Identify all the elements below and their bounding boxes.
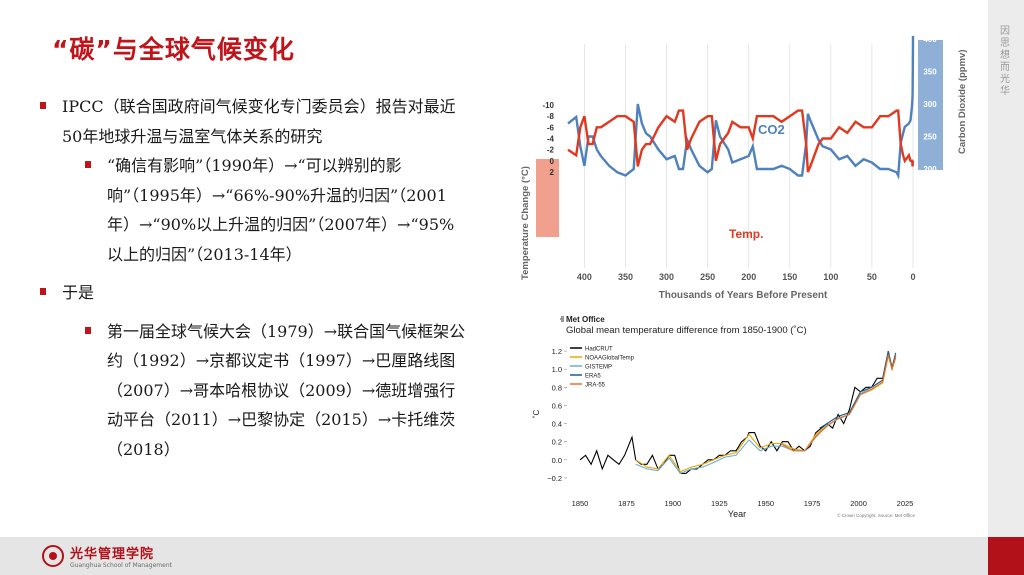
legend-label: NOAAGlobalTemp xyxy=(585,356,635,362)
x-tick-label: 50 xyxy=(867,272,877,282)
x-tick-label: 300 xyxy=(659,272,674,282)
bullet-therefore: 于是 xyxy=(40,278,470,308)
met-office-brand: Met Office xyxy=(566,315,605,324)
sub-bullet-ipcc-timeline: “确信有影响”（1990年）→“可以辨别的影响”（1995年）→“66%-90%… xyxy=(40,151,470,269)
x-tick-label: 100 xyxy=(823,272,838,282)
y-tick-label: 0.8 xyxy=(552,383,562,392)
y-tick-label: 0.0 xyxy=(552,456,562,465)
x-tick-label: 1925 xyxy=(711,499,728,508)
bullet-marker xyxy=(85,161,91,168)
y-tick-label: 1.0 xyxy=(552,365,562,374)
y-left-tick-label: 0 xyxy=(550,157,555,166)
slide-title: “碳”与全球气候变化 xyxy=(52,35,295,64)
y-right-tick-label: 350 xyxy=(923,68,937,77)
y-tick-label: 0.4 xyxy=(552,420,562,429)
right-axis-band xyxy=(918,40,943,170)
school-seal-icon xyxy=(42,545,64,567)
content-text: IPCC（联合国政府间气候变化专门委员会）报告对最近50年地球升温与温室气体关系… xyxy=(40,92,470,464)
co2-annotation: CO2 xyxy=(758,122,785,137)
bullet-ipcc: IPCC（联合国政府间气候变化专门委员会）报告对最近50年地球升温与温室气体关系… xyxy=(40,92,470,151)
bullet-marker xyxy=(85,326,91,334)
temp-series-line xyxy=(567,109,914,173)
y-left-tick-label: -4 xyxy=(547,135,555,144)
y-right-tick-label: 200 xyxy=(923,165,937,174)
legend-label: GISTEMP xyxy=(585,365,612,371)
y-tick-label: 0.6 xyxy=(552,401,562,410)
y-tick-label: 0.2 xyxy=(552,438,562,447)
x-tick-label: 0 xyxy=(910,272,915,282)
y-left-tick-label: 2 xyxy=(550,168,555,177)
x-tick-label: 1850 xyxy=(572,499,589,508)
x-tick-label: 2000 xyxy=(850,499,867,508)
temp-annotation: Temp. xyxy=(729,227,763,241)
series-line-jra-55 xyxy=(780,354,897,452)
met-office-logo: Met Office xyxy=(560,315,605,324)
school-subtitle: Guanghua School of Management xyxy=(70,562,172,569)
bullet-marker xyxy=(40,102,46,109)
school-name: 光华管理学院 xyxy=(70,547,155,562)
x-tick-label: 200 xyxy=(741,272,756,282)
legend-label: JRA-55 xyxy=(585,383,606,389)
y-tick-label: −0.2 xyxy=(547,474,562,483)
bullet-text: 第一届全球气候大会（1979）→联合国气候框架公约（1992）→京都议定书（19… xyxy=(107,321,466,459)
left-axis-band xyxy=(536,159,559,237)
y-right-axis-label: Carbon Dioxide (ppmv) xyxy=(957,49,968,154)
x-tick-label: 1950 xyxy=(757,499,774,508)
right-red-block xyxy=(988,537,1024,575)
y-tick-label: 1.2 xyxy=(552,347,562,356)
x-tick-label: 2025 xyxy=(897,499,914,508)
y-left-axis-label: Temperature Change (°C) xyxy=(520,166,531,280)
x-tick-label: 350 xyxy=(618,272,633,282)
right-side-strip: 因思想而光华 xyxy=(988,0,1024,575)
chart-title: Global mean temperature difference from … xyxy=(566,325,807,336)
x-tick-label: 1875 xyxy=(618,499,635,508)
bullet-text: IPCC（联合国政府间气候变化专门委员会）报告对最近50年地球升温与温室气体关系… xyxy=(62,97,456,146)
y-right-tick-label: 400 xyxy=(923,36,937,44)
bullet-text: “确信有影响”（1990年）→“可以辨别的影响”（1995年）→“66%-90%… xyxy=(107,156,455,264)
school-logo: 光华管理学院 Guanghua School of Management xyxy=(42,543,172,569)
sub-bullet-climate-conferences: 第一届全球气候大会（1979）→联合国气候框架公约（1992）→京都议定书（19… xyxy=(40,317,470,465)
y-left-tick-label: -6 xyxy=(547,123,555,132)
x-tick-label: 150 xyxy=(782,272,797,282)
x-tick-label: 250 xyxy=(700,272,715,282)
co2-series-line xyxy=(567,36,915,180)
footer-bar: 光华管理学院 Guanghua School of Management xyxy=(0,537,988,575)
y-left-tick-label: -2 xyxy=(547,146,555,155)
series-line-hadcrut xyxy=(579,350,897,474)
legend-label: HadCRUT xyxy=(585,347,613,353)
y-axis-label: ˚C xyxy=(532,410,541,419)
x-axis-label: Thousands of Years Before Present xyxy=(659,290,828,301)
y-left-tick-label: -10 xyxy=(542,101,554,110)
x-tick-label: 1975 xyxy=(804,499,821,508)
y-right-tick-label: 250 xyxy=(923,133,937,142)
side-slogan: 因思想而光华 xyxy=(1000,26,1010,97)
series-line-era5 xyxy=(819,350,897,429)
bullet-text: 于是 xyxy=(62,283,95,302)
co2-temperature-chart: 400 350 300 250 200 150 100 50 0 2 0 -2 -4 -6 -8 -10 4… xyxy=(520,36,968,301)
global-temperature-chart: Met Office Global mean temperature diffe… xyxy=(532,315,915,519)
x-tick-label: 400 xyxy=(577,272,592,282)
source-note: © Crown Copyright. Source: Met Office xyxy=(837,512,915,518)
x-axis-label: Year xyxy=(728,509,746,519)
legend-label: ERA5 xyxy=(585,374,601,380)
y-right-tick-label: 300 xyxy=(923,100,937,109)
series-line-noaaglobaltemp xyxy=(635,355,897,473)
y-left-tick-label: -8 xyxy=(547,112,555,121)
bullet-marker xyxy=(40,288,46,295)
x-tick-label: 1900 xyxy=(665,499,682,508)
